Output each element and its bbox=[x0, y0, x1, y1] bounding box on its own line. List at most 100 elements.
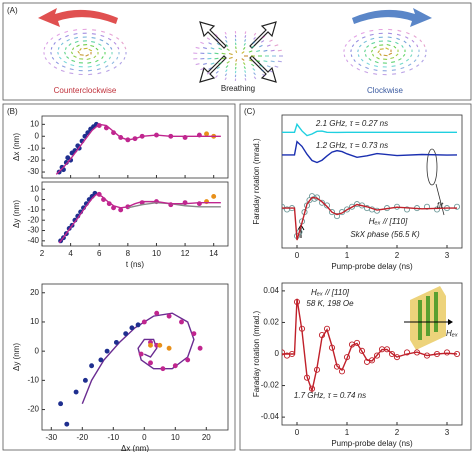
spin-arrow bbox=[277, 60, 282, 63]
spin-arrow bbox=[256, 50, 261, 53]
spin-arrow bbox=[113, 41, 117, 45]
spin-arrow bbox=[360, 58, 364, 62]
spin-arrow bbox=[407, 63, 412, 67]
spin-arrow bbox=[224, 31, 227, 35]
data-point bbox=[343, 206, 351, 213]
spin-arrow bbox=[224, 77, 227, 81]
spin-arrow bbox=[410, 54, 413, 58]
data-point bbox=[123, 331, 129, 337]
x-tick-label: 2 bbox=[395, 428, 400, 437]
spin-arrow bbox=[383, 54, 388, 57]
spin-arrow bbox=[408, 44, 412, 48]
spin-arrow bbox=[79, 54, 84, 56]
spin-arrow bbox=[77, 50, 81, 54]
y-tick-label: -0.04 bbox=[261, 412, 280, 421]
spin-arrow bbox=[262, 35, 266, 39]
spin-arrow bbox=[366, 45, 370, 48]
spin-arrow bbox=[64, 51, 66, 55]
y-tick-label: -30 bbox=[27, 167, 39, 176]
panel-a-border bbox=[2, 2, 472, 101]
data-point bbox=[104, 348, 110, 354]
x-axis-label: Pump-probe delay (ns) bbox=[331, 439, 413, 448]
spin-arrow bbox=[100, 34, 105, 38]
spin-arrow bbox=[60, 69, 65, 73]
spin-arrow bbox=[244, 35, 247, 38]
spin-arrow bbox=[72, 47, 75, 51]
y-axis-label: Δy (nm) bbox=[12, 200, 21, 228]
spin-arrow bbox=[253, 72, 256, 76]
spin-arrow bbox=[365, 66, 369, 70]
spin-arrow bbox=[419, 39, 423, 43]
spin-arrow bbox=[390, 56, 395, 60]
spin-arrow bbox=[277, 49, 282, 52]
y-tick-label: -0.02 bbox=[261, 381, 280, 390]
spin-arrow bbox=[396, 37, 400, 41]
spin-arrow bbox=[225, 69, 228, 73]
data-point bbox=[403, 349, 411, 356]
spin-arrow bbox=[119, 61, 123, 65]
x-tick-label: -30 bbox=[46, 433, 58, 442]
annotation: 1.2 GHz, τ = 0.73 ns bbox=[316, 141, 388, 150]
spin-arrow bbox=[253, 32, 257, 36]
spin-arrow bbox=[369, 29, 374, 32]
spin-arrow bbox=[269, 70, 273, 73]
spin-arrow bbox=[57, 51, 59, 55]
spin-arrow bbox=[259, 64, 263, 68]
spin-arrow bbox=[224, 73, 228, 77]
spin-arrow bbox=[364, 71, 369, 74]
spin-arrow bbox=[216, 42, 221, 46]
panel-b-border bbox=[2, 103, 236, 451]
spin-arrow bbox=[387, 40, 392, 43]
spin-arrow bbox=[357, 49, 359, 53]
spin-arrow bbox=[50, 52, 52, 55]
x-tick-label: 4 bbox=[68, 249, 73, 258]
annotation: fit bbox=[437, 201, 444, 210]
spin-arrow bbox=[116, 37, 120, 40]
spin-arrow bbox=[124, 46, 127, 50]
spin-arrow bbox=[88, 48, 93, 52]
spin-arrow bbox=[358, 44, 362, 48]
spin-arrow bbox=[206, 71, 211, 75]
spin-arrow bbox=[266, 65, 271, 68]
spin-arrow bbox=[348, 39, 352, 43]
spin-arrow bbox=[208, 42, 212, 45]
y-tick-label: -10 bbox=[27, 375, 39, 384]
spin-arrow bbox=[93, 55, 97, 59]
spin-arrow bbox=[358, 63, 362, 67]
spin-arrow bbox=[244, 74, 247, 77]
spin-arrow bbox=[363, 40, 367, 44]
spin-arrow bbox=[393, 45, 397, 49]
x-tick-label: 3 bbox=[445, 251, 450, 260]
spin-arrow bbox=[70, 51, 74, 55]
spin-arrow bbox=[111, 61, 115, 65]
spin-arrow bbox=[91, 40, 96, 43]
spin-arrow bbox=[64, 47, 67, 50]
data-point bbox=[58, 401, 64, 407]
series-line bbox=[282, 196, 457, 241]
spin-arrow bbox=[262, 73, 266, 77]
spin-arrow bbox=[110, 46, 113, 50]
spin-arrow bbox=[221, 52, 226, 55]
series-line bbox=[55, 123, 221, 175]
data-point bbox=[204, 131, 209, 137]
spin-arrow bbox=[385, 47, 389, 50]
spin-arrow bbox=[101, 30, 106, 33]
spin-arrow bbox=[401, 45, 404, 48]
y-tick-label: 0.04 bbox=[263, 286, 279, 295]
spin-arrow bbox=[260, 40, 265, 43]
spin-arrow bbox=[206, 37, 211, 41]
data-point bbox=[166, 345, 172, 351]
spin-arrow bbox=[103, 60, 107, 64]
data-point bbox=[211, 194, 217, 199]
spin-arrow bbox=[55, 61, 59, 65]
caption: Counterclockwise bbox=[54, 86, 117, 95]
spin-arrow bbox=[44, 57, 47, 60]
spin-arrow bbox=[63, 60, 67, 64]
data-point bbox=[197, 345, 203, 351]
spin-arrow bbox=[50, 37, 54, 41]
x-tick-label: 20 bbox=[202, 433, 211, 442]
spin-arrow bbox=[360, 31, 365, 35]
spin-arrow bbox=[263, 49, 268, 52]
spin-arrow bbox=[416, 64, 420, 67]
data-point bbox=[129, 325, 135, 331]
